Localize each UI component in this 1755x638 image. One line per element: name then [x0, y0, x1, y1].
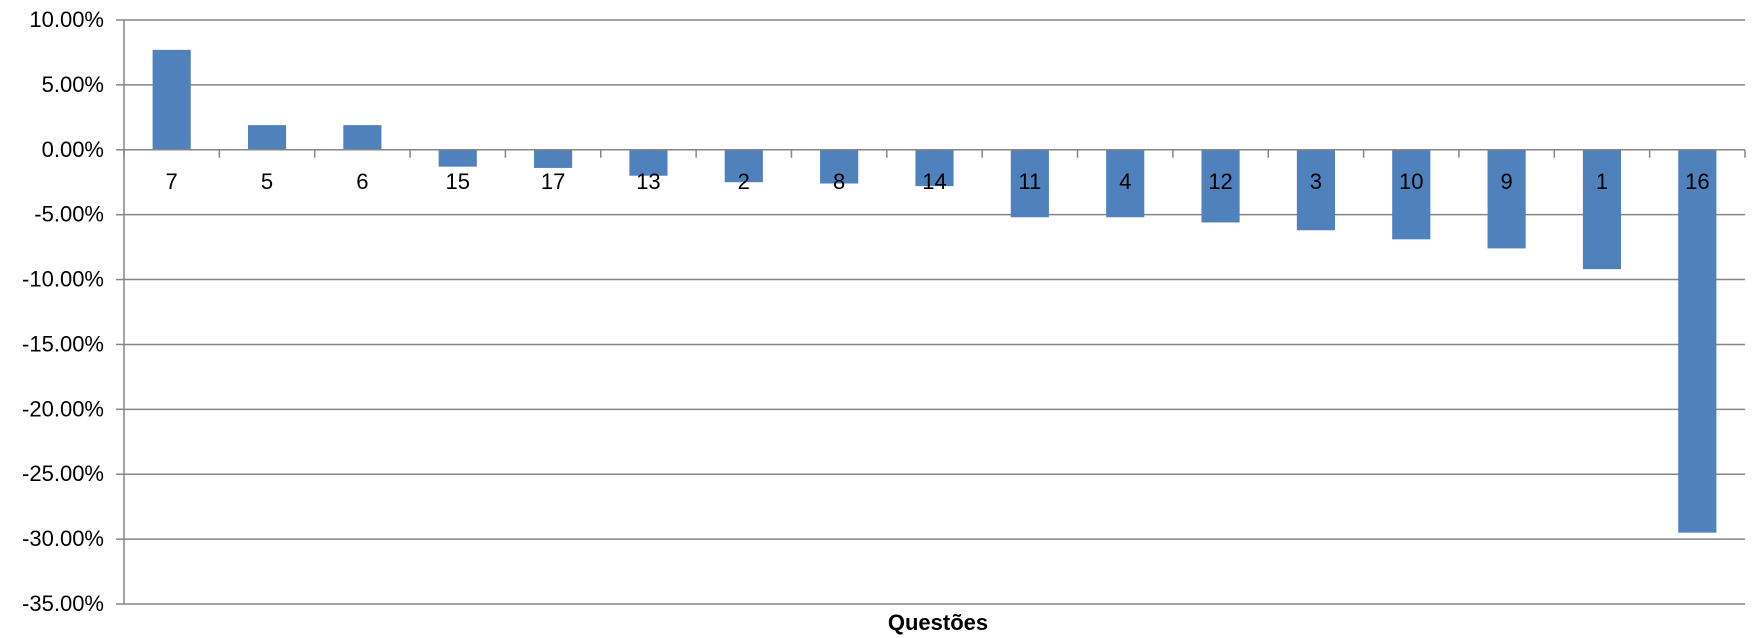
category-label: 8 — [833, 169, 845, 194]
bar — [820, 149, 859, 184]
category-label: 14 — [922, 169, 946, 194]
bars — [152, 49, 1717, 533]
bar — [1106, 149, 1145, 218]
gridlines — [124, 19, 1745, 605]
category-label: 9 — [1500, 169, 1512, 194]
y-tick-labels: 10.00% 5.00% 0.00% -5.00% -10.00% -15.00% -20.… — [22, 7, 104, 616]
y-tick-label: 10.00% — [29, 7, 104, 32]
category-label: 15 — [445, 169, 469, 194]
category-label: 2 — [738, 169, 750, 194]
axes — [116, 19, 1746, 605]
category-label: 11 — [1018, 169, 1041, 194]
bar — [1487, 149, 1526, 249]
category-label: 1 — [1596, 169, 1608, 194]
y-tick-label: -25.00% — [22, 461, 104, 486]
category-label: 6 — [356, 169, 368, 194]
y-tick-label: 5.00% — [42, 72, 104, 97]
category-label: 7 — [166, 169, 178, 194]
category-label: 4 — [1119, 169, 1131, 194]
y-tick-label: -15.00% — [22, 331, 104, 356]
bar — [1678, 149, 1717, 533]
y-tick-label: -35.00% — [22, 591, 104, 616]
bar — [1296, 149, 1335, 231]
y-tick-label: -20.00% — [22, 396, 104, 421]
bar — [629, 149, 668, 176]
category-label: 12 — [1208, 169, 1232, 194]
category-label: 3 — [1310, 169, 1322, 194]
bar — [534, 149, 573, 168]
bar — [152, 49, 191, 150]
category-label: 5 — [261, 169, 273, 194]
bar — [247, 125, 287, 150]
bar — [343, 125, 382, 150]
y-tick-label: -5.00% — [34, 202, 104, 227]
bar — [1392, 149, 1431, 240]
category-label: 16 — [1685, 169, 1709, 194]
bar — [915, 149, 954, 187]
category-label: 13 — [636, 169, 660, 194]
bar — [1582, 149, 1622, 270]
category-label: 10 — [1399, 169, 1423, 194]
bar — [438, 149, 477, 167]
x-axis-title: Questões — [888, 610, 988, 635]
bar — [1010, 149, 1049, 218]
category-label: 17 — [541, 169, 565, 194]
bar — [1201, 149, 1240, 223]
bar — [724, 149, 763, 183]
category-labels: 7 5 6 15 17 13 2 8 14 11 4 12 3 10 9 1 16 — [166, 169, 1710, 194]
y-tick-label: -10.00% — [22, 267, 104, 292]
y-tick-label: -30.00% — [22, 526, 104, 551]
y-tick-label: 0.00% — [42, 137, 104, 162]
